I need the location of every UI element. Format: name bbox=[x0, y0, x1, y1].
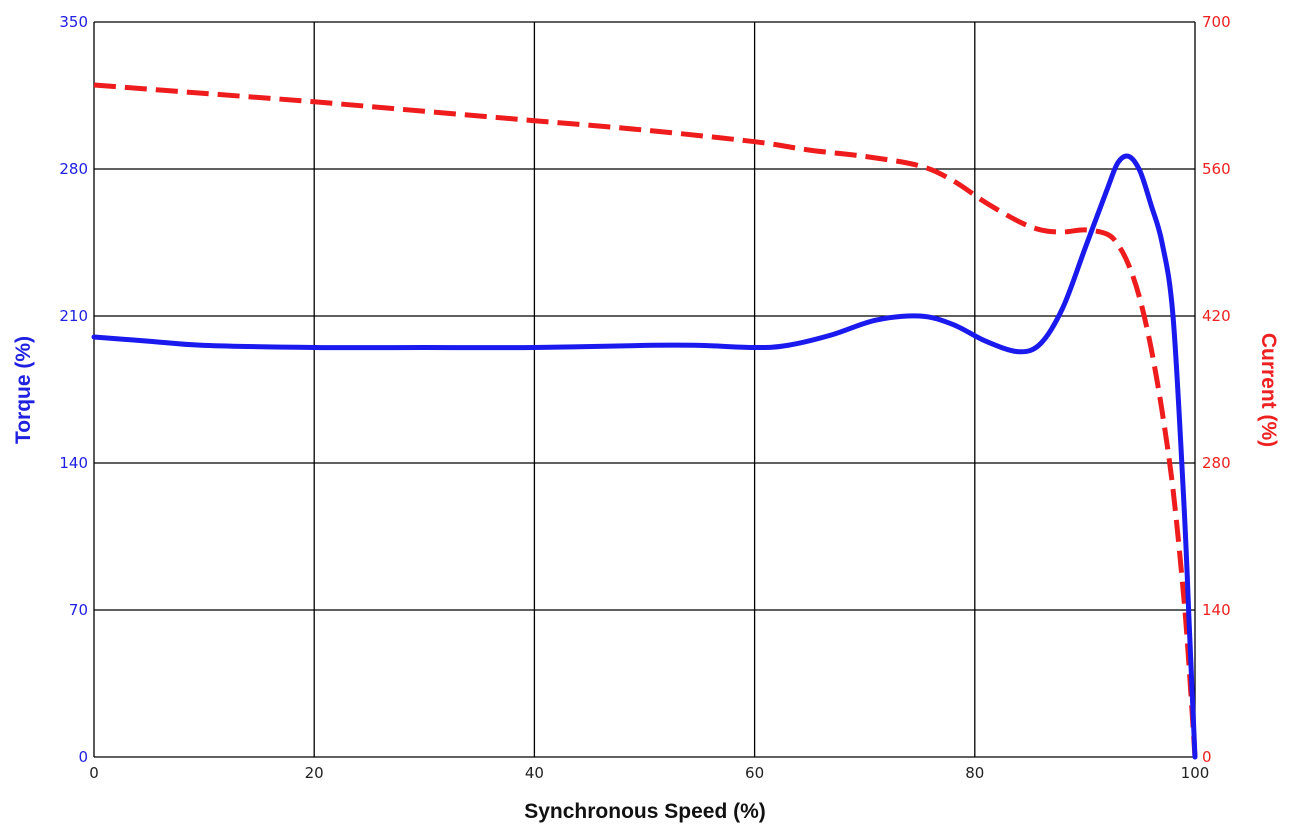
right-axis-title: Current (%) bbox=[1257, 333, 1280, 447]
left-y-tick-label-0: 0 bbox=[78, 748, 88, 766]
x-tick-label-2: 40 bbox=[525, 764, 544, 782]
right-y-tick-label-2: 280 bbox=[1202, 454, 1231, 472]
x-tick-label-3: 60 bbox=[745, 764, 764, 782]
left-y-tick-label-5: 350 bbox=[59, 13, 88, 31]
x-tick-label-1: 20 bbox=[305, 764, 324, 782]
right-y-tick-label-1: 140 bbox=[1202, 601, 1231, 619]
x-axis-title: Synchronous Speed (%) bbox=[524, 800, 766, 823]
left-y-tick-label-2: 140 bbox=[59, 454, 88, 472]
left-y-tick-label-3: 210 bbox=[59, 307, 88, 325]
x-tick-label-4: 80 bbox=[965, 764, 984, 782]
grid bbox=[93, 21, 1196, 758]
current-line bbox=[93, 82, 1198, 758]
right-y-tick-label-3: 420 bbox=[1202, 307, 1231, 325]
right-y-tick-label-5: 700 bbox=[1202, 13, 1231, 31]
left-axis-title: Torque (%) bbox=[12, 336, 35, 444]
right-y-tick-label-0: 0 bbox=[1202, 748, 1212, 766]
left-y-tick-label-4: 280 bbox=[59, 160, 88, 178]
x-tick-label-0: 0 bbox=[89, 764, 99, 782]
x-tick-label-5: 100 bbox=[1181, 764, 1210, 782]
right-y-tick-label-4: 560 bbox=[1202, 160, 1231, 178]
torque-line bbox=[91, 153, 1198, 760]
tick-labels: 0 20 40 60 80 1000701402102803500140280420560… bbox=[59, 13, 1230, 782]
series-layer bbox=[91, 82, 1198, 760]
left-y-tick-label-1: 70 bbox=[69, 601, 88, 619]
